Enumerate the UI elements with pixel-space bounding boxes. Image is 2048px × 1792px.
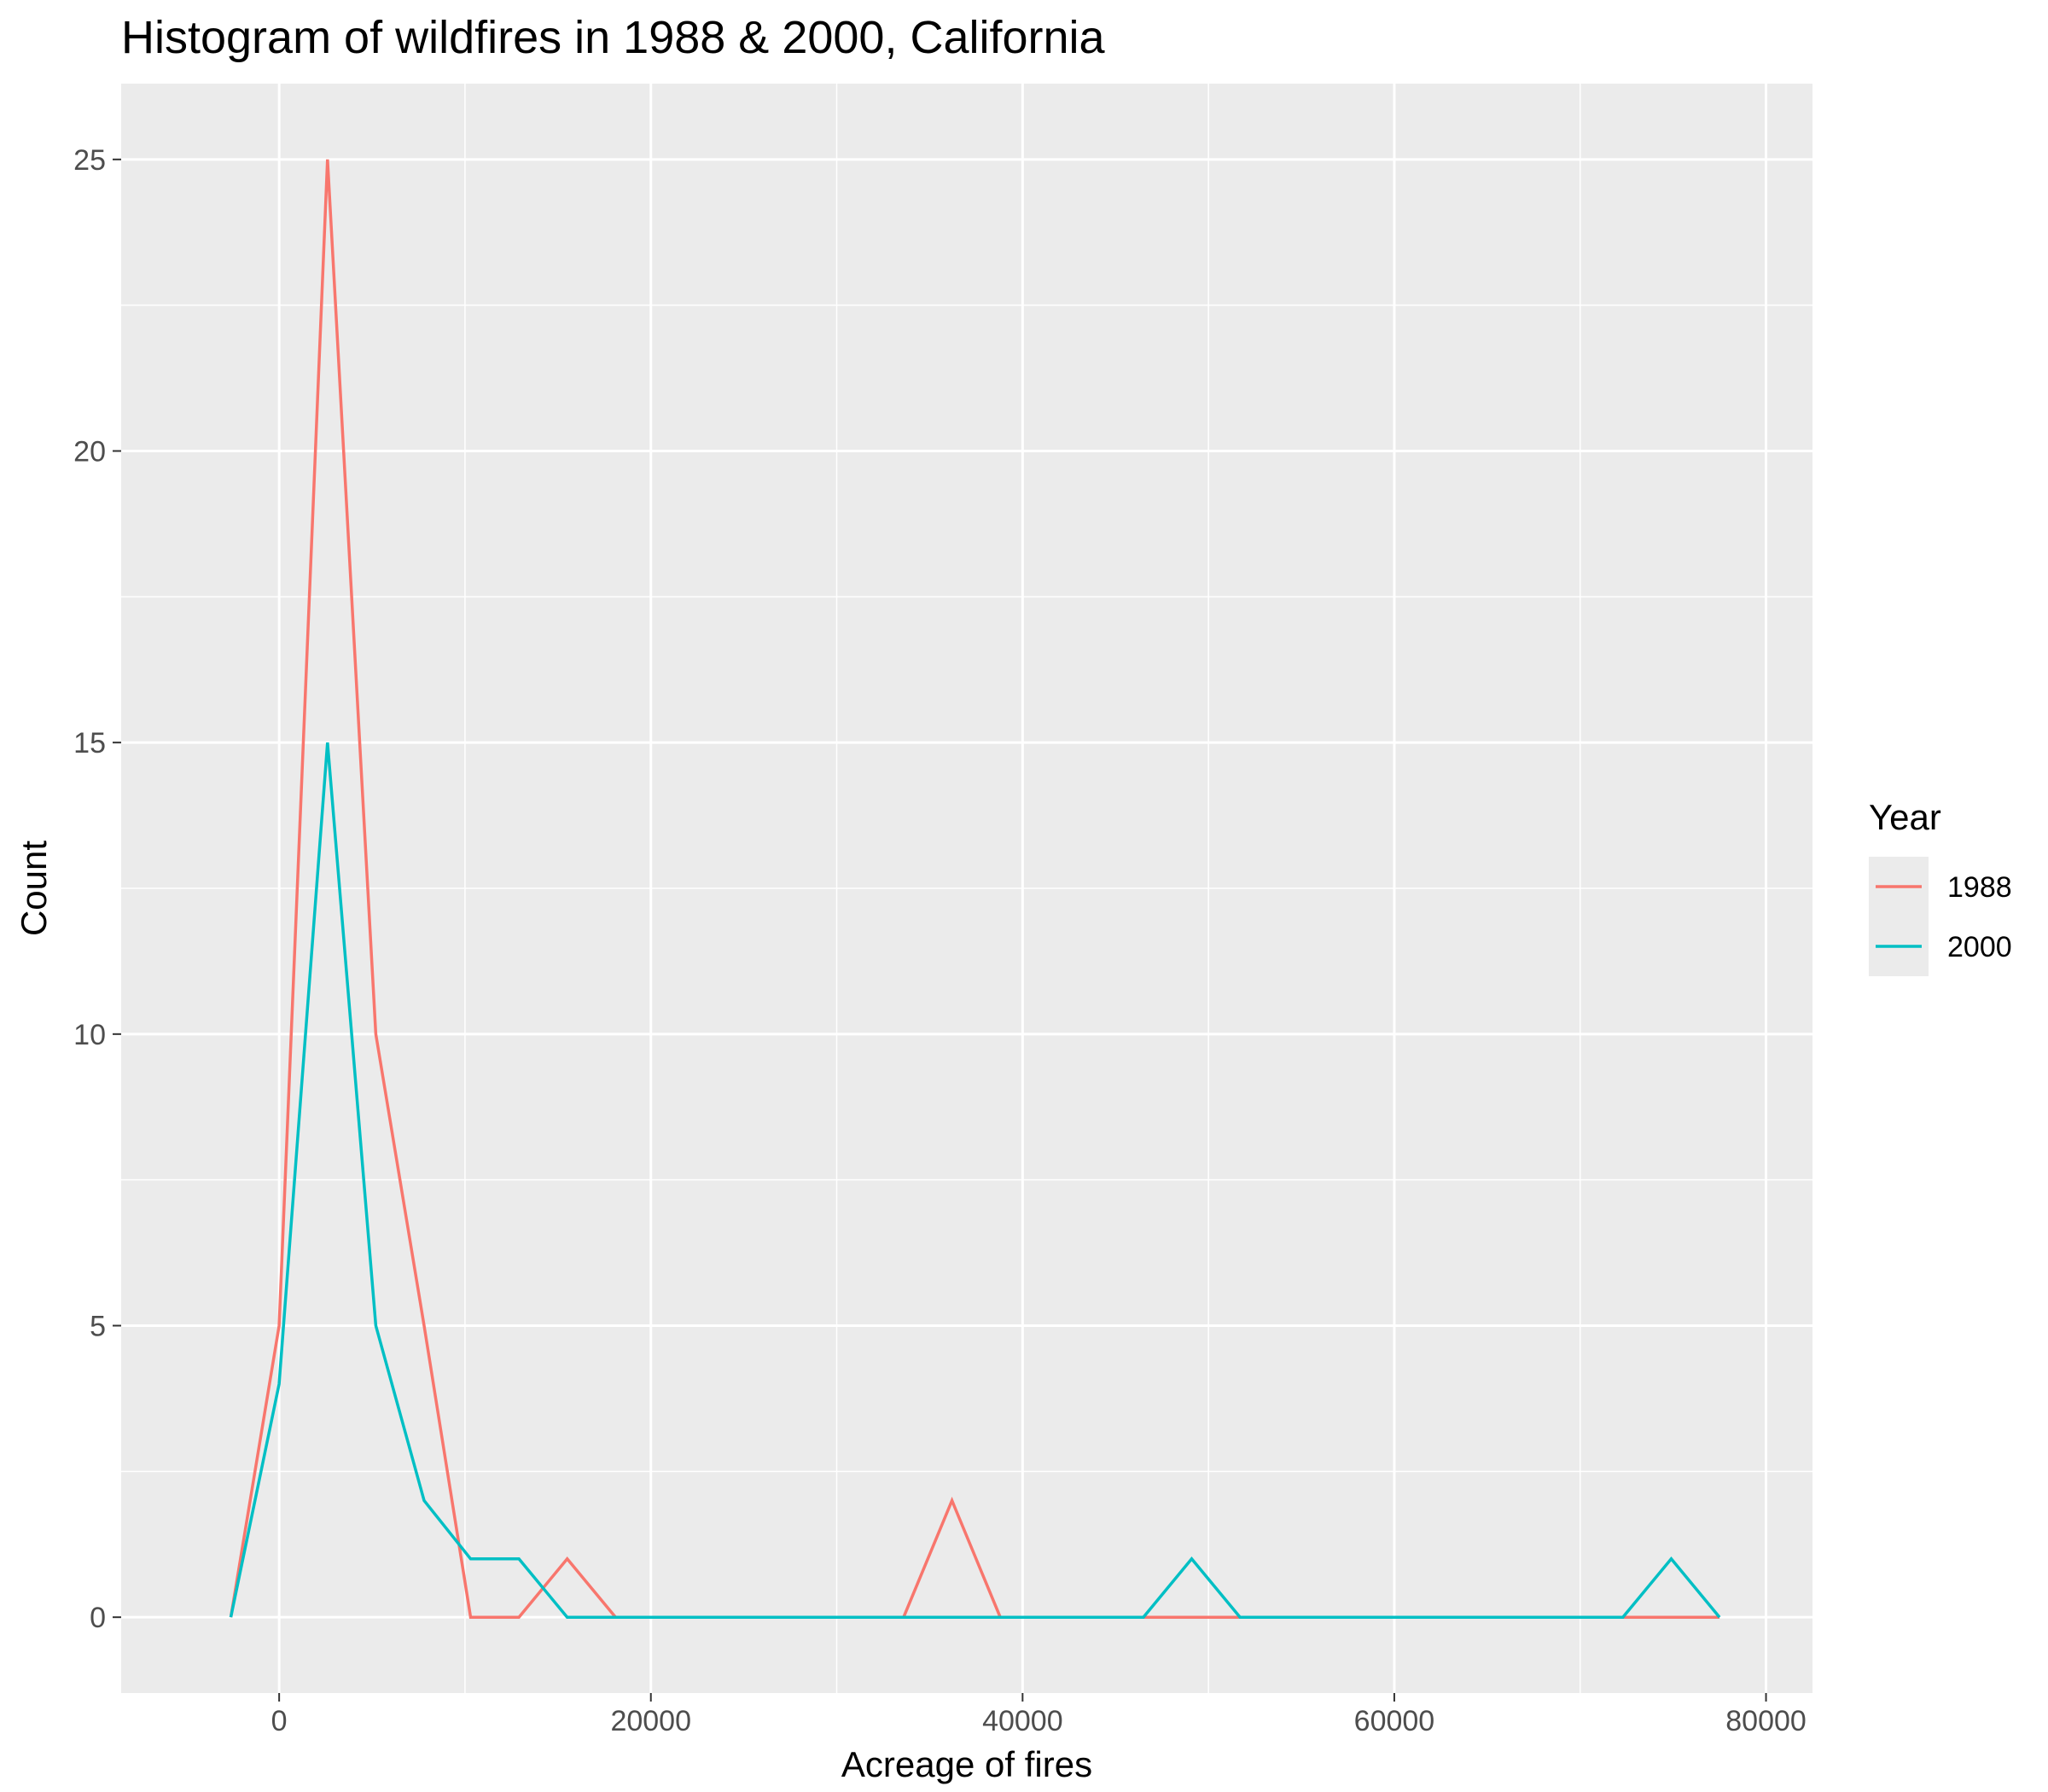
y-tick-label: 25 xyxy=(73,144,106,177)
x-axis: 0 20000 40000 60000 80000 xyxy=(271,1693,1807,1737)
legend-key-background xyxy=(1869,857,1929,976)
series-line-2000 xyxy=(229,742,1721,1619)
legend-label-2000: 2000 xyxy=(1947,931,2012,963)
y-tick-label: 20 xyxy=(73,436,106,468)
x-tick-label: 40000 xyxy=(982,1705,1063,1737)
legend: Year 1988 2000 xyxy=(1869,797,2012,976)
x-tick-label: 0 xyxy=(271,1705,288,1737)
x-tick-label: 80000 xyxy=(1725,1705,1807,1737)
chart-title: Histogram of wildfires in 1988 & 2000, C… xyxy=(121,12,1106,63)
y-tick-label: 15 xyxy=(73,727,106,759)
minor-gridlines xyxy=(121,84,1812,1693)
y-tick-label: 5 xyxy=(90,1311,106,1343)
y-tick-label: 10 xyxy=(73,1019,106,1051)
y-tick-label: 0 xyxy=(90,1602,106,1634)
y-axis: 0 5 10 15 20 25 xyxy=(73,144,121,1634)
x-axis-title: Acreage of fires xyxy=(841,1744,1092,1784)
series-lines xyxy=(229,159,1721,1619)
legend-items: 1988 2000 xyxy=(1869,857,2012,976)
legend-title: Year xyxy=(1869,797,1941,837)
legend-label-1988: 1988 xyxy=(1947,871,2012,904)
x-tick-label: 60000 xyxy=(1354,1705,1435,1737)
x-tick-label: 20000 xyxy=(610,1705,691,1737)
y-axis-title: Count xyxy=(14,841,54,936)
